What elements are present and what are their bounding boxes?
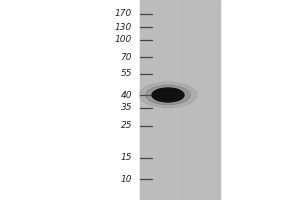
Text: 10: 10 (121, 174, 132, 184)
Bar (140, 0, 180, 200)
Text: 40: 40 (121, 90, 132, 99)
Text: 100: 100 (115, 36, 132, 45)
Bar (140, 0, 220, 200)
Text: 15: 15 (121, 154, 132, 162)
Text: 55: 55 (121, 70, 132, 78)
Text: 70: 70 (121, 52, 132, 62)
Ellipse shape (152, 88, 184, 102)
Ellipse shape (146, 85, 190, 105)
Text: 170: 170 (115, 9, 132, 19)
Text: 25: 25 (121, 121, 132, 130)
Ellipse shape (139, 82, 197, 108)
Text: 35: 35 (121, 104, 132, 112)
Text: 130: 130 (115, 22, 132, 31)
